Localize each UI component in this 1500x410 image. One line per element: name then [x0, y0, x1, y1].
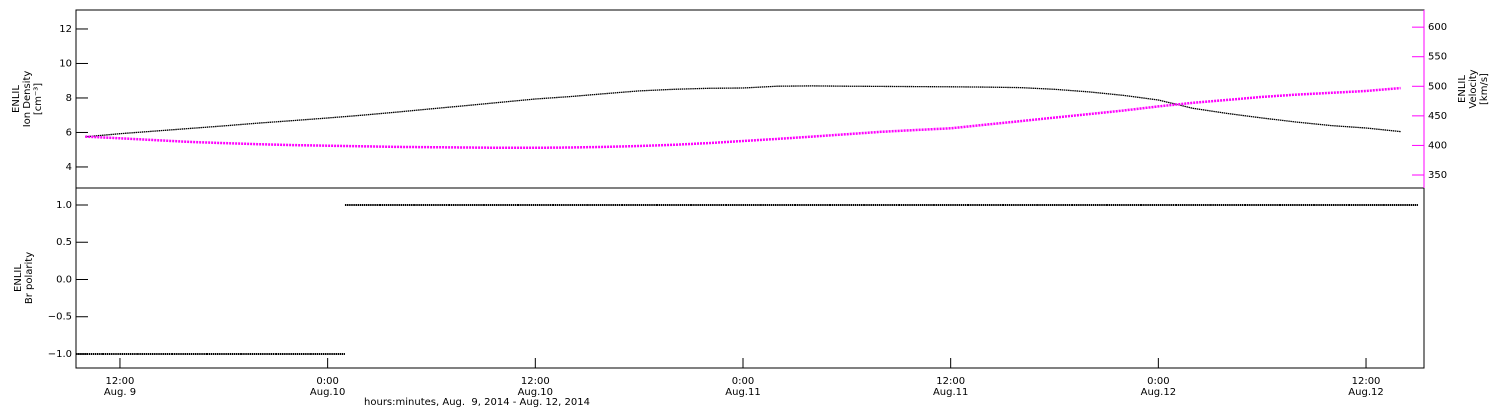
y2-tick-label: 450	[1428, 111, 1447, 122]
x-tick-date: Aug.12	[1348, 387, 1383, 398]
x-tick-date: Aug.11	[933, 387, 968, 398]
y-tick-label: 0.5	[56, 237, 72, 248]
x-tick-date: Aug.10	[518, 387, 553, 398]
x-tick-date: Aug.11	[725, 387, 760, 398]
y-axis-title: Br polarity	[24, 252, 35, 304]
y-tick-label: 1.0	[56, 200, 72, 211]
y-axis-title: ENLIL	[13, 264, 24, 292]
y2-tick-label: 350	[1428, 170, 1447, 181]
y-tick-label: 6	[66, 127, 72, 138]
y2-axis-title: [km/s]	[1479, 73, 1490, 105]
x-tick-label: 12:00	[936, 376, 965, 387]
bottom-frame	[75, 187, 1425, 369]
series-line	[85, 85, 1401, 138]
y-tick-label: 0.0	[56, 274, 72, 285]
x-tick-label: 0:00	[732, 376, 754, 387]
y-tick-label: 4	[66, 162, 72, 173]
x-tick-label: 0:00	[1147, 376, 1169, 387]
x-tick-label: 12:00	[1352, 376, 1381, 387]
y2-tick-label: 600	[1428, 22, 1447, 33]
y-axis-title: ENLIL	[11, 85, 22, 113]
y2-axis-title: Velocity	[1468, 69, 1479, 108]
x-tick-label: 0:00	[316, 376, 338, 387]
x-axis-title: hours:minutes, Aug. 9, 2014 - Aug. 12, 2…	[364, 397, 590, 408]
x-tick-label: 12:00	[106, 376, 135, 387]
y2-tick-label: 500	[1428, 81, 1447, 92]
y2-axis-title: ENLIL	[1457, 75, 1468, 103]
y-axis-title: [cm⁻³]	[33, 83, 44, 115]
y-axis-title: Ion Density	[22, 71, 33, 128]
y2-tick-label: 550	[1428, 52, 1447, 63]
x-tick-date: Aug.12	[1141, 387, 1176, 398]
x-tick-date: Aug.10	[310, 387, 345, 398]
x-tick-date: Aug. 9	[104, 387, 136, 398]
y-tick-label: −0.5	[48, 312, 72, 323]
y-tick-label: −1.0	[48, 349, 72, 360]
y-tick-label: 12	[59, 24, 72, 35]
x-tick-label: 12:00	[521, 376, 550, 387]
y-tick-label: 8	[66, 93, 72, 104]
series-line	[85, 86, 1401, 150]
top-frame	[75, 9, 1425, 189]
y2-tick-label: 400	[1428, 140, 1447, 151]
y-tick-label: 10	[59, 58, 72, 69]
